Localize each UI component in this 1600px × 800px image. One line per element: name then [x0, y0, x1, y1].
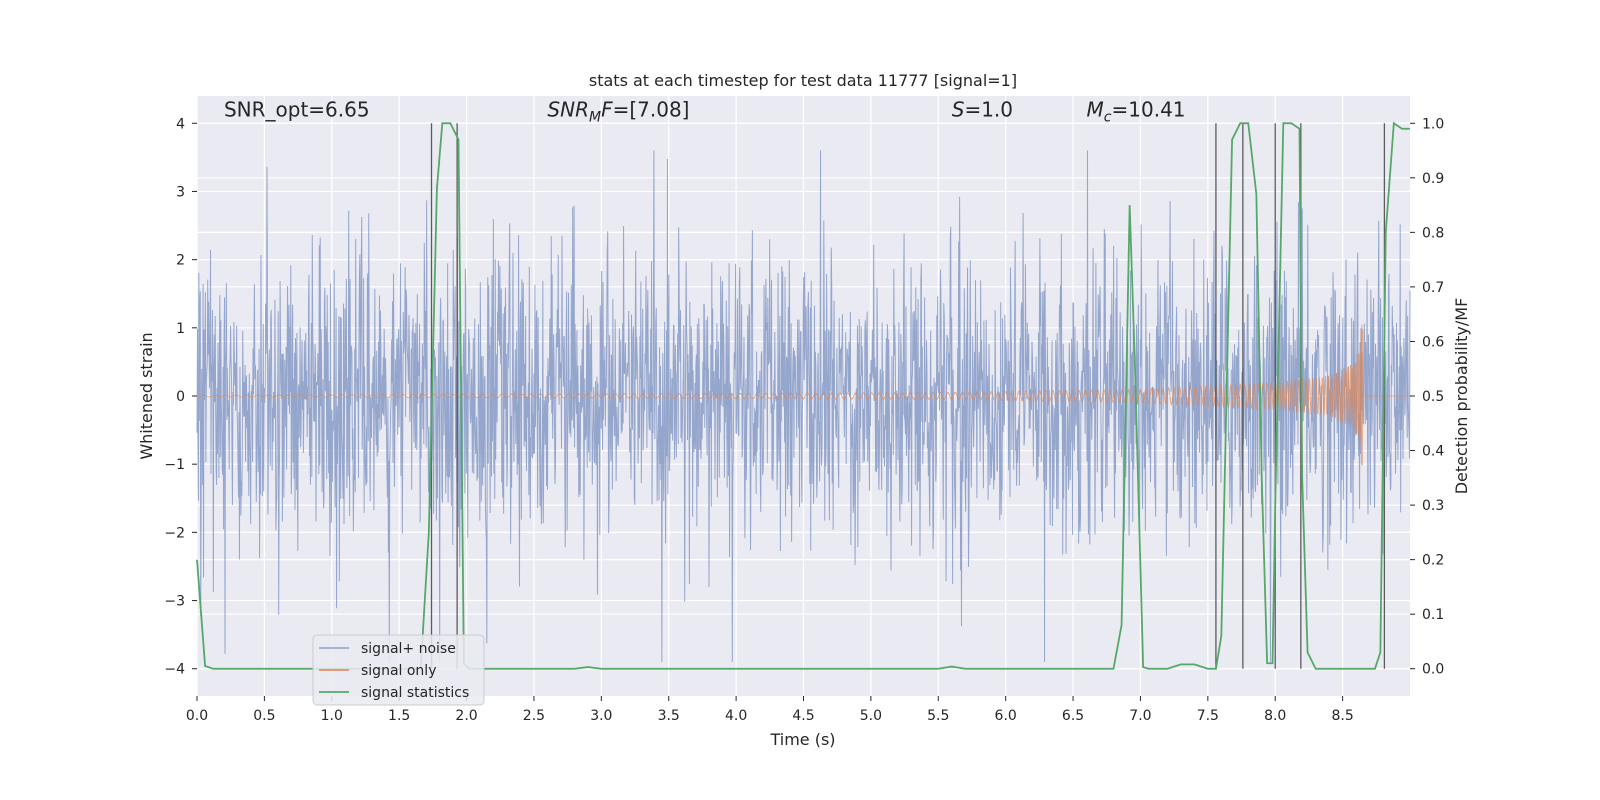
- yr-tick-label-2: 0.2: [1422, 553, 1444, 569]
- annotation-0: SNR_opt=6.65: [224, 97, 370, 121]
- legend-label-2: signal statistics: [361, 685, 469, 701]
- yl-tick-label-6: 2: [176, 253, 185, 269]
- yl-tick-label-0: −4: [164, 662, 185, 678]
- legend-box: [312, 634, 485, 706]
- yr-tick-label-6: 0.6: [1422, 334, 1444, 350]
- yl-tick-label-5: 1: [176, 321, 185, 337]
- x-tick-label-17: 8.5: [1331, 708, 1353, 724]
- x-tick-label-5: 2.5: [523, 708, 545, 724]
- series-signal-only: [196, 324, 1410, 466]
- y-axis-label-left: Whitened strain: [137, 332, 156, 459]
- x-tick-label-6: 3.0: [590, 708, 612, 724]
- yr-tick-label-5: 0.5: [1422, 389, 1444, 405]
- x-tick-label-9: 4.5: [792, 708, 814, 724]
- x-tick-label-15: 7.5: [1197, 708, 1219, 724]
- x-tick-label-0: 0.0: [186, 708, 208, 724]
- right-y-axis-ticks: 0.0 0.1 0.2 0.3 0.4 0.5 0.6 0.7 0.8 0.9 1.0: [1410, 116, 1444, 678]
- yl-tick-label-1: −3: [164, 594, 185, 610]
- yr-tick-label-7: 0.7: [1422, 280, 1444, 296]
- chart-title: stats at each timestep for test data 117…: [589, 71, 1017, 90]
- x-axis-label: Time (s): [769, 730, 835, 749]
- yl-tick-label-3: −1: [164, 457, 185, 473]
- y-axis-label-right: Detection probability/MF: [1452, 298, 1471, 495]
- x-tick-label-1: 0.5: [253, 708, 275, 724]
- legend: signal+ noise signal only signal statistic…: [312, 634, 485, 706]
- x-tick-label-10: 5.0: [860, 708, 882, 724]
- legend-label-0: signal+ noise: [361, 641, 456, 657]
- yl-tick-label-7: 3: [176, 184, 185, 200]
- line-signal-only: [196, 324, 1410, 466]
- line-signal-statistics: [196, 121, 1410, 670]
- yl-tick-label-2: −2: [164, 525, 185, 541]
- x-tick-label-14: 7.0: [1129, 708, 1151, 724]
- annotation-1: SNRMF=[7.08]: [547, 97, 689, 125]
- x-tick-label-13: 6.5: [1062, 708, 1084, 724]
- yr-tick-label-8: 0.8: [1422, 225, 1444, 241]
- yr-tick-label-3: 0.3: [1422, 498, 1444, 514]
- yl-tick-label-8: 4: [176, 116, 185, 132]
- yr-tick-label-9: 0.9: [1422, 171, 1444, 187]
- legend-label-1: signal only: [361, 663, 436, 679]
- x-tick-label-2: 1.0: [321, 708, 343, 724]
- yr-tick-label-4: 0.4: [1422, 444, 1444, 460]
- yl-tick-label-4: 0: [176, 389, 185, 405]
- x-tick-label-4: 2.0: [455, 708, 477, 724]
- yr-tick-label-10: 1.0: [1422, 116, 1444, 132]
- x-tick-label-3: 1.5: [388, 708, 410, 724]
- annotation-3: Mc=10.41: [1087, 97, 1186, 125]
- line-signal-noise: [196, 150, 1411, 662]
- x-tick-label-8: 4.0: [725, 708, 747, 724]
- yr-tick-label-1: 0.1: [1422, 607, 1444, 623]
- series-signal-statistics: [196, 121, 1410, 670]
- series-signal-noise: [196, 150, 1411, 662]
- yr-tick-label-0: 0.0: [1422, 662, 1444, 678]
- annotations: SNR_opt=6.65 SNRMF=[7.08] S=1.0 Mc=10.41: [224, 97, 1186, 125]
- x-tick-label-7: 3.5: [658, 708, 680, 724]
- x-axis-ticks: 0.0 0.5 1.0 1.5 2.0 2.5 3.0 3.5 4.0 4.5 5.0 5.5 6.0 6…: [186, 696, 1354, 724]
- x-tick-label-16: 8.0: [1264, 708, 1286, 724]
- x-tick-label-12: 6.0: [995, 708, 1017, 724]
- annotation-2: S=1.0: [952, 97, 1013, 121]
- x-tick-label-11: 5.5: [927, 708, 949, 724]
- left-y-axis-ticks: −4 −3 −2 −1 0 1 2 3 4: [164, 116, 197, 678]
